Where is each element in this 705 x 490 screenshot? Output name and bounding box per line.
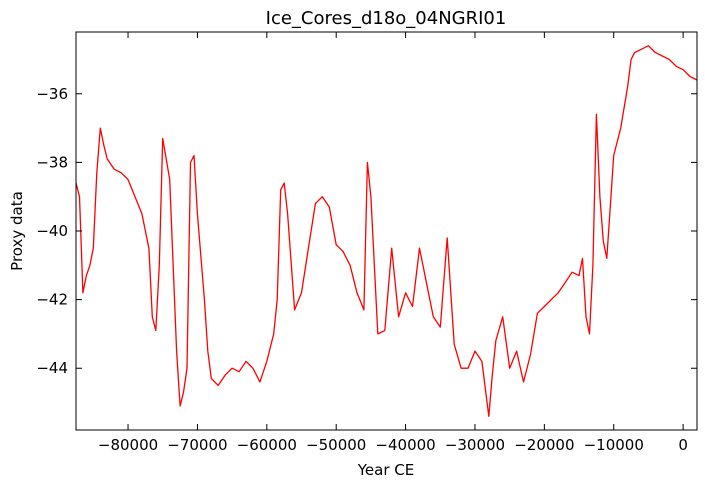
y-tick-label: −38 (36, 153, 68, 171)
y-tick-label: −36 (36, 85, 68, 103)
x-tick-label: −10000 (584, 436, 644, 454)
x-tick-label: −80000 (98, 436, 158, 454)
axis-ticks: −80000 −70000 −60000 −50000 −40000 −30000 −200… (36, 32, 697, 454)
x-tick-label: −20000 (514, 436, 574, 454)
y-axis-label: Proxy data (8, 191, 26, 271)
x-tick-label: 0 (678, 436, 688, 454)
plot-area (76, 45, 697, 417)
x-tick-label: −60000 (237, 436, 297, 454)
y-tick-label: −40 (36, 222, 68, 240)
x-axis-label: Year CE (357, 461, 414, 479)
y-tick-label: −42 (36, 291, 68, 309)
chart-title: Ice_Cores_d18o_04NGRI01 (266, 8, 507, 29)
x-tick-label: −40000 (375, 436, 435, 454)
y-tick-label: −44 (36, 359, 68, 377)
data-line (76, 45, 697, 417)
x-tick-label: −50000 (306, 436, 366, 454)
x-tick-label: −70000 (167, 436, 227, 454)
plot-frame (75, 31, 698, 431)
x-tick-label: −30000 (445, 436, 505, 454)
